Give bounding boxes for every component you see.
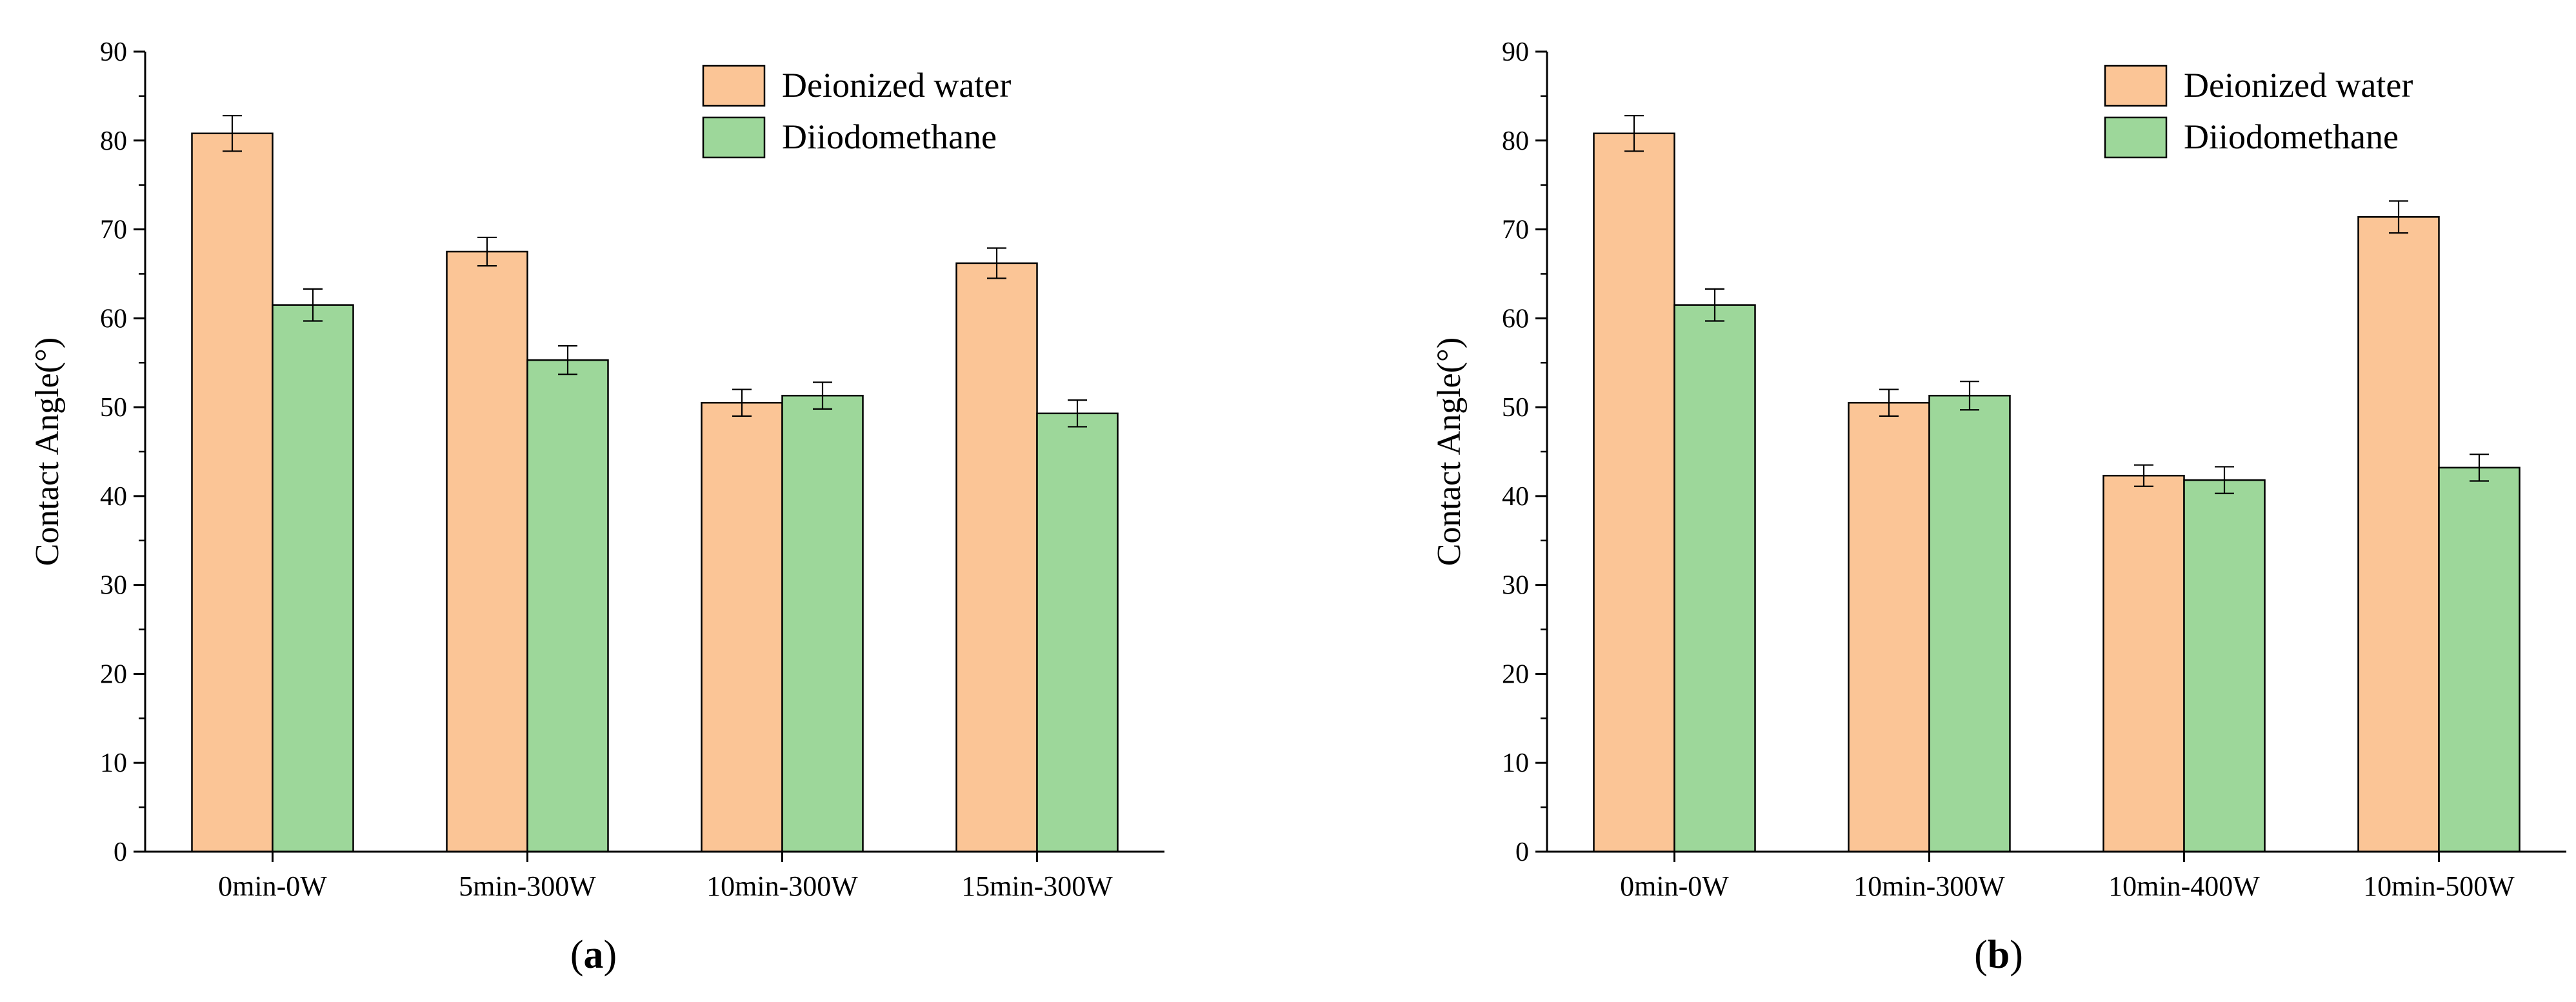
y-tick-label: 50 (100, 393, 127, 423)
panel-label-letter: b (1988, 933, 2010, 977)
legend-swatch-diiodomethane (702, 116, 766, 159)
x-tick-label-10min-300W: 10min-300W (1853, 870, 2005, 902)
y-tick-label: 70 (1502, 215, 1529, 245)
bar-diiodomethane-10min-300W (1928, 394, 2011, 853)
legend-swatch-deionized-water (2104, 65, 2168, 107)
panel-label-letter: a (584, 933, 604, 977)
bar-deionized-water-10min-500W (2357, 216, 2440, 853)
panel-label-open-paren: ( (570, 933, 584, 977)
bar-deionized-water-0min-0W (191, 132, 274, 853)
y-axis-label: Contact Angle(°) (29, 337, 66, 566)
error-bar-deionized-water-15min-300W (987, 247, 1006, 279)
error-bar-diiodomethane-10min-500W (2470, 454, 2489, 482)
legend: Deionized water Diiodomethane (702, 65, 1011, 159)
error-bar-deionized-water-5min-300W (477, 236, 497, 267)
chart-panel-a: 0 10 20 30 40 50 60 70 80 90 0min-0W 5min-300W 10min… (29, 37, 1164, 977)
y-tick-label: 90 (100, 37, 127, 67)
y-tick-label: 50 (1502, 393, 1529, 423)
error-bar-diiodomethane-0min-0W (303, 288, 323, 322)
error-bar-diiodomethane-10min-400W (2215, 466, 2234, 494)
y-tick-label: 60 (1502, 304, 1529, 334)
bar-deionized-water-5min-300W (446, 250, 528, 853)
y-tick-label: 40 (1502, 482, 1529, 512)
legend-label-diiodomethane: Diiodomethane (2184, 117, 2399, 156)
panel-label: (b) (1974, 933, 2023, 977)
bar-diiodomethane-5min-300W (526, 359, 609, 853)
y-tick-label: 60 (100, 304, 127, 334)
bar-diiodomethane-0min-0W (272, 304, 354, 853)
chart-panel-b: 0 10 20 30 40 50 60 70 80 90 0min-0W 10min-300W 10mi… (1431, 37, 2566, 977)
y-tick-label: 20 (100, 659, 127, 689)
y-tick-label: 0 (1515, 837, 1529, 867)
bar-diiodomethane-0min-0W (1673, 304, 1756, 853)
error-bar-deionized-water-0min-0W (223, 115, 242, 152)
error-bar-deionized-water-10min-500W (2389, 200, 2408, 234)
bar-deionized-water-15min-300W (955, 262, 1038, 853)
bar-diiodomethane-10min-400W (2183, 479, 2266, 853)
bar-diiodomethane-15min-300W (1036, 412, 1119, 853)
y-tick-label: 0 (114, 837, 127, 867)
bar-diiodomethane-10min-300W (781, 394, 864, 853)
error-bar-diiodomethane-5min-300W (558, 345, 577, 376)
legend-label-deionized-water: Deionized water (2184, 66, 2413, 105)
panel-label-open-paren: ( (1974, 933, 1988, 977)
legend: Deionized water Diiodomethane (2104, 65, 2413, 159)
bar-deionized-water-10min-400W (2102, 474, 2185, 853)
error-bar-deionized-water-10min-400W (2134, 464, 2153, 487)
y-axis-label: Contact Angle(°) (1431, 337, 1468, 566)
x-tick-label-15min-300W: 15min-300W (961, 870, 1113, 902)
legend-label-deionized-water: Deionized water (782, 66, 1011, 105)
y-tick-label: 10 (1502, 748, 1529, 778)
x-tick-label-0min-0W: 0min-0W (1620, 870, 1729, 902)
legend-swatch-diiodomethane (2104, 116, 2168, 159)
bar-deionized-water-0min-0W (1593, 132, 1675, 853)
y-tick-label: 90 (1502, 37, 1529, 67)
y-tick-label: 80 (1502, 126, 1529, 156)
x-tick-label-10min-300W: 10min-300W (706, 870, 858, 902)
y-tick-label: 20 (1502, 659, 1529, 689)
x-tick-label-10min-400W: 10min-400W (2108, 870, 2260, 902)
error-bar-deionized-water-10min-300W (1879, 388, 1899, 417)
panel-label: (a) (570, 933, 617, 977)
error-bar-deionized-water-0min-0W (1624, 115, 1644, 152)
panel-label-close-paren: ) (2010, 933, 2023, 977)
y-tick-label: 80 (100, 126, 127, 156)
x-tick-label-5min-300W: 5min-300W (459, 870, 596, 902)
error-bar-diiodomethane-0min-0W (1705, 288, 1724, 322)
y-tick-label: 70 (100, 215, 127, 245)
x-tick-label-10min-500W: 10min-500W (2363, 870, 2515, 902)
y-tick-label: 10 (100, 748, 127, 778)
bar-diiodomethane-10min-500W (2438, 466, 2521, 853)
bar-deionized-water-10min-300W (701, 401, 783, 853)
panel-label-close-paren: ) (604, 933, 617, 977)
error-bar-diiodomethane-15min-300W (1068, 399, 1087, 428)
y-tick-label: 30 (100, 571, 127, 601)
error-bar-diiodomethane-10min-300W (1960, 381, 1979, 411)
bar-deionized-water-10min-300W (1848, 401, 1930, 853)
x-tick-label-0min-0W: 0min-0W (218, 870, 327, 902)
legend-swatch-deionized-water (702, 65, 766, 107)
y-tick-label: 40 (100, 482, 127, 512)
error-bar-deionized-water-10min-300W (732, 388, 752, 417)
error-bar-diiodomethane-10min-300W (813, 381, 832, 410)
y-tick-label: 30 (1502, 571, 1529, 601)
legend-label-diiodomethane: Diiodomethane (782, 117, 997, 156)
